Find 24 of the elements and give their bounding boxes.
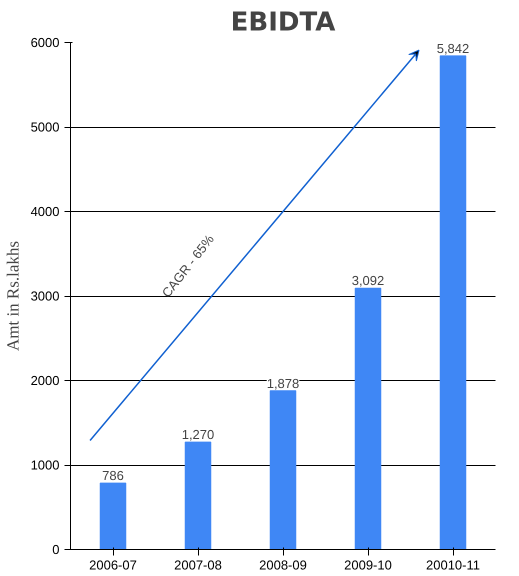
y-tick-label: 2000 xyxy=(30,373,60,388)
data-label: 786 xyxy=(102,468,124,484)
y-tick-label: 5000 xyxy=(30,120,60,134)
y-tick-label: 3000 xyxy=(30,288,60,304)
bar xyxy=(100,482,126,550)
chart-title: EBIDTA xyxy=(230,8,336,38)
data-label: 1,270 xyxy=(182,427,214,442)
y-tick-label: 4000 xyxy=(30,204,60,219)
x-tick-label: 2006-07 xyxy=(89,558,137,572)
y-tick-label: 0 xyxy=(52,542,60,557)
y-axis-title: Amt in Rs.lakhs xyxy=(4,240,23,352)
x-tick-label: 20010-11 xyxy=(426,558,480,572)
bar xyxy=(270,390,296,550)
bar xyxy=(440,55,466,550)
y-tick-label: 6000 xyxy=(30,35,60,50)
bar xyxy=(184,442,212,550)
data-label: 1,878 xyxy=(266,376,300,391)
x-tick-label: 2009-10 xyxy=(344,558,392,572)
x-tick-label: 2008-09 xyxy=(259,558,307,572)
y-tick-label: 1000 xyxy=(30,458,60,472)
data-label: 5,842 xyxy=(436,40,470,56)
data-label: 3,092 xyxy=(352,273,384,288)
x-tick-label: 2007-08 xyxy=(174,558,222,572)
bar xyxy=(354,288,382,550)
